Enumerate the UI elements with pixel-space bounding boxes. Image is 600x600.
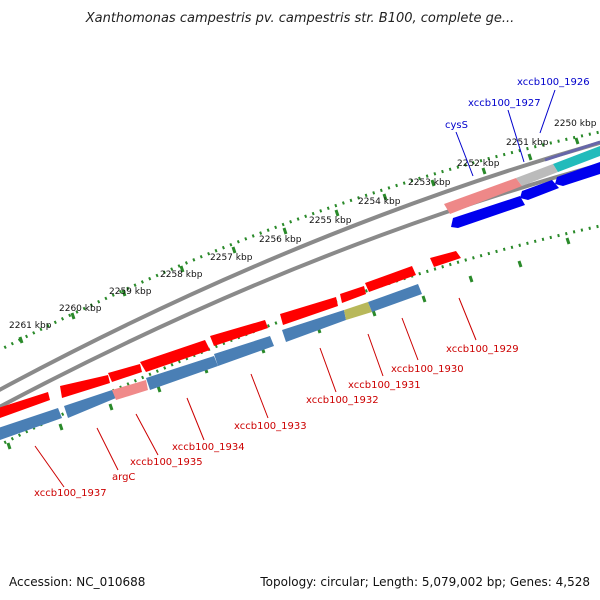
connector-xccb100_1926: [539, 89, 556, 134]
gene-xccb100_1937-red[interactable]: [0, 392, 50, 418]
label-xccb100_1931[interactable]: xccb100_1931: [348, 380, 421, 391]
gene-xccb100_1933-blue[interactable]: [214, 336, 274, 366]
ruler-top: [0, 130, 600, 352]
gene-argC-pale[interactable]: [112, 380, 148, 400]
map-title: Xanthomonas campestris pv. campestris st…: [85, 11, 515, 26]
tick-label-2257: 2257 kbp: [210, 253, 253, 263]
label-xccb100_1930[interactable]: xccb100_1930: [391, 364, 464, 375]
label-xccb100_1935[interactable]: xccb100_1935: [130, 457, 203, 468]
connector-xccb100_1932: [319, 347, 337, 393]
label-xccb100_1926[interactable]: xccb100_1926: [517, 77, 590, 88]
gene-xccb100_1937-blue[interactable]: [0, 408, 62, 440]
label-xccb100_1927[interactable]: xccb100_1927: [468, 98, 541, 109]
gene-xccb100_1929-red[interactable]: [430, 251, 461, 267]
tick-label-2254: 2254 kbp: [358, 197, 401, 207]
gene-xccb100_1931-red[interactable]: [340, 286, 366, 303]
gene-xccb100_1930-red[interactable]: [365, 266, 416, 292]
tick-label-2259: 2259 kbp: [109, 287, 152, 297]
tick-label-2255: 2255 kbp: [309, 216, 352, 226]
backbone-outer: [0, 140, 600, 392]
top-ruler-ticks: [18, 137, 580, 344]
gene-argC-blue[interactable]: [64, 390, 116, 418]
connector-xccb100_1935: [135, 413, 159, 456]
connector-argC: [96, 427, 119, 471]
gene-reverse-3[interactable]: [555, 162, 600, 186]
label-cysS[interactable]: cysS: [445, 120, 468, 131]
label-xccb100_1937[interactable]: xccb100_1937: [34, 488, 107, 499]
label-xccb100_1929[interactable]: xccb100_1929: [446, 344, 519, 355]
track-strip-purple: [544, 140, 600, 162]
backbone-inner: [0, 162, 600, 409]
tick-label-2256: 2256 kbp: [259, 235, 302, 245]
gene-xccb100_1933-red[interactable]: [210, 320, 268, 346]
connector-cysS: [455, 131, 474, 177]
label-xccb100_1933[interactable]: xccb100_1933: [234, 421, 307, 432]
tick-label-2261: 2261 kbp: [9, 321, 52, 331]
label-argC[interactable]: argC: [112, 472, 135, 483]
gene-xccb100_1931-olive[interactable]: [344, 302, 372, 320]
gene-block-gray[interactable]: [516, 164, 558, 186]
tick-label-2252: 2252 kbp: [457, 159, 500, 169]
bottom-ruler-ticks: [6, 237, 571, 450]
connector-xccb100_1937: [34, 445, 65, 488]
gene-xccb100_1935-red[interactable]: [108, 364, 142, 382]
tick-label-2260: 2260 kbp: [59, 304, 102, 314]
gene-reverse-1[interactable]: [451, 196, 525, 228]
connector-xccb100_1927: [507, 109, 525, 163]
gene-reverse-2[interactable]: [520, 180, 559, 200]
gene-xccb100_1932-red[interactable]: [280, 297, 338, 325]
gene-argC-red[interactable]: [60, 375, 110, 398]
connector-xccb100_1929: [458, 297, 477, 341]
tick-label-2253: 2253 kbp: [408, 178, 451, 188]
connector-xccb100_1934: [186, 397, 205, 441]
ruler-bottom: [0, 224, 600, 447]
connector-xccb100_1930: [401, 317, 419, 361]
tick-label-2258: 2258 kbp: [160, 270, 203, 280]
tick-label-2250: 2250 kbp: [554, 119, 597, 129]
connector-xccb100_1933: [250, 373, 269, 419]
gene-block-teal[interactable]: [553, 146, 600, 172]
connector-xccb100_1931: [367, 333, 384, 377]
label-xccb100_1934[interactable]: xccb100_1934: [172, 442, 245, 453]
label-xccb100_1932[interactable]: xccb100_1932: [306, 395, 379, 406]
gene-xccb100_1930-blue[interactable]: [368, 284, 422, 312]
accession-text: Accession: NC_010688: [9, 575, 146, 589]
gene-cysS-forward[interactable]: [444, 178, 522, 214]
gene-xccb100_1932-blue[interactable]: [282, 310, 346, 342]
tick-label-2251: 2251 kbp: [506, 138, 549, 148]
gene-xccb100_1934-blue[interactable]: [146, 356, 218, 390]
gene-xccb100_1934-red[interactable]: [140, 340, 210, 372]
topology-text: Topology: circular; Length: 5,079,002 bp…: [260, 575, 590, 589]
